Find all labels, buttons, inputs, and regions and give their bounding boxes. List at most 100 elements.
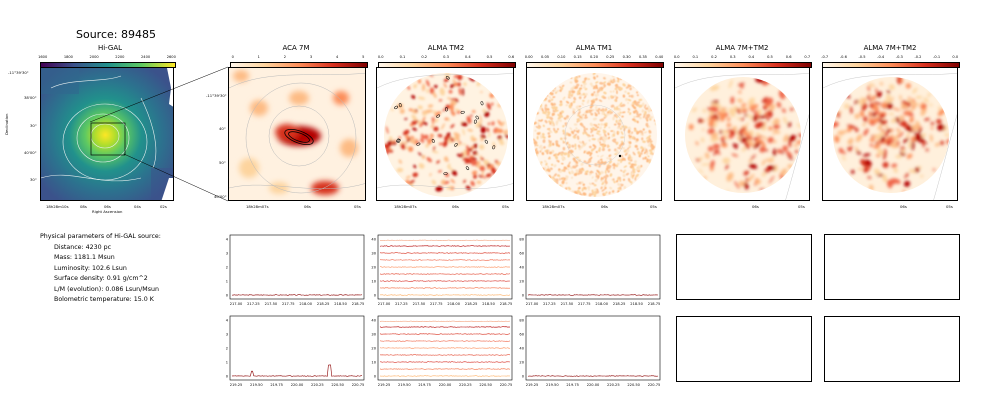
emission-blob bbox=[629, 112, 632, 116]
emission-blob bbox=[600, 122, 604, 126]
emission-blob bbox=[574, 190, 577, 194]
emission-blob bbox=[596, 155, 600, 157]
emission-blob bbox=[542, 167, 545, 171]
emission-blob bbox=[586, 99, 590, 104]
emission-blob bbox=[412, 127, 417, 131]
contour-ellipse bbox=[416, 142, 421, 146]
emission-blob bbox=[537, 126, 541, 130]
emission-blob bbox=[722, 139, 726, 145]
emission-blob bbox=[604, 180, 608, 185]
spectrum-xtick: 218.00 bbox=[299, 302, 312, 306]
emission-blob bbox=[559, 137, 563, 141]
emission-blob bbox=[750, 129, 754, 138]
emission-blob bbox=[873, 144, 881, 149]
emission-blob bbox=[405, 175, 411, 179]
emission-blob bbox=[571, 144, 575, 148]
emission-blob bbox=[451, 170, 458, 176]
emission-blob bbox=[559, 86, 562, 89]
emission-blob bbox=[934, 142, 940, 147]
emission-blob bbox=[453, 82, 458, 87]
emission-blob bbox=[622, 94, 626, 98]
emission-blob bbox=[587, 159, 592, 163]
emission-blob bbox=[762, 105, 767, 110]
emission-blob bbox=[435, 186, 443, 192]
emission-blob bbox=[579, 123, 582, 126]
emission-blob bbox=[833, 121, 839, 128]
emission-blob bbox=[834, 135, 840, 143]
emission-blob bbox=[604, 113, 607, 117]
emission-blob bbox=[749, 113, 753, 121]
emission-blob bbox=[642, 157, 645, 160]
emission-blob bbox=[923, 97, 929, 103]
emission-blob bbox=[417, 96, 426, 100]
emission-blob bbox=[750, 154, 756, 161]
spectrum-line bbox=[379, 239, 511, 242]
emission-blob bbox=[776, 101, 782, 108]
emission-blob bbox=[838, 147, 844, 154]
emission-blob bbox=[620, 131, 624, 136]
spectrum-xtick: 217.00 bbox=[230, 302, 243, 306]
emission-blob bbox=[584, 187, 587, 190]
emission-blob bbox=[541, 152, 545, 156]
emission-blob bbox=[796, 140, 801, 145]
emission-blob bbox=[547, 108, 550, 111]
spectrum-frame bbox=[229, 234, 365, 300]
emission-blob bbox=[624, 90, 627, 94]
emission-blob bbox=[543, 146, 546, 149]
emission-blob bbox=[607, 96, 610, 100]
emission-blob bbox=[596, 132, 600, 135]
emission-blob bbox=[570, 87, 574, 91]
emission-blob bbox=[604, 133, 607, 137]
emission-blob bbox=[857, 167, 866, 171]
emission-blob bbox=[617, 126, 620, 130]
emission-blob bbox=[875, 88, 878, 94]
emission-blob bbox=[944, 133, 949, 137]
emission-blob bbox=[638, 154, 642, 158]
colorbar-tick: 0.4 bbox=[748, 55, 755, 59]
emission-blob bbox=[842, 151, 846, 155]
emission-blob bbox=[918, 128, 922, 134]
emission-blob bbox=[904, 172, 910, 179]
emission-blob bbox=[635, 115, 640, 118]
emission-blob bbox=[552, 89, 555, 92]
emission-blob bbox=[627, 129, 631, 134]
emission-blob bbox=[722, 157, 731, 164]
spectrum-ytick: 10 bbox=[371, 360, 376, 364]
emission-blob bbox=[465, 149, 470, 157]
emission-blob bbox=[785, 150, 793, 158]
emission-blob bbox=[549, 116, 554, 121]
emission-blob bbox=[422, 116, 426, 122]
emission-blob bbox=[932, 168, 936, 172]
emission-blob bbox=[574, 86, 578, 89]
emission-blob bbox=[598, 133, 602, 137]
emission-blob bbox=[850, 145, 853, 152]
emission-blob bbox=[490, 102, 494, 106]
emission-blob bbox=[598, 126, 602, 130]
emission-blob bbox=[603, 91, 607, 95]
emission-blob bbox=[927, 93, 931, 97]
emission-blob bbox=[585, 128, 589, 131]
emission-blob bbox=[604, 137, 609, 141]
colorbar-tick: 0.15 bbox=[573, 55, 582, 59]
emission-blob bbox=[609, 173, 613, 177]
emission-blob bbox=[568, 171, 571, 175]
emission-blob bbox=[783, 134, 789, 143]
emission-blob bbox=[426, 88, 429, 94]
tm1-map bbox=[526, 67, 662, 201]
emission-blob bbox=[583, 160, 587, 163]
emission-blob bbox=[575, 130, 579, 133]
emission-blob bbox=[700, 163, 711, 166]
emission-blob bbox=[547, 99, 551, 103]
emission-blob bbox=[544, 107, 547, 111]
emission-blob bbox=[602, 81, 607, 84]
emission-blob bbox=[596, 190, 600, 194]
emission-blob bbox=[389, 136, 393, 142]
emission-blob bbox=[567, 146, 571, 149]
spectrum-line bbox=[527, 294, 659, 296]
emission-blob bbox=[406, 137, 411, 143]
emission-blob bbox=[443, 82, 447, 88]
emission-blob bbox=[462, 128, 465, 136]
emission-blob bbox=[692, 107, 697, 113]
emission-blob bbox=[582, 183, 585, 186]
emission-blob bbox=[614, 148, 617, 152]
